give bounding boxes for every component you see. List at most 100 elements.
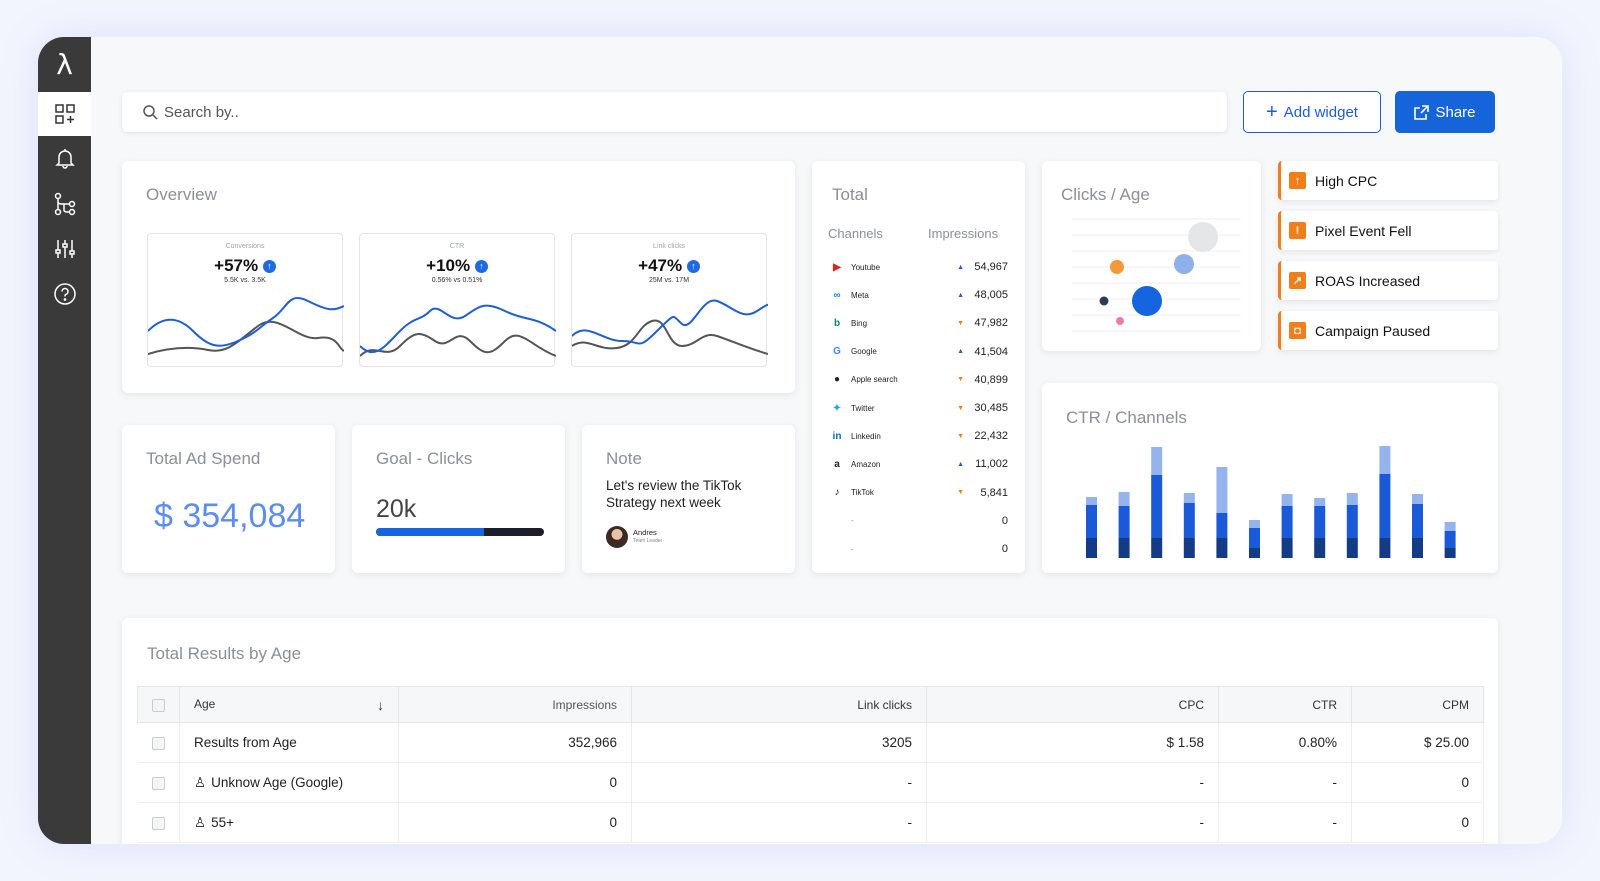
cell-impressions: 0 bbox=[398, 762, 632, 803]
ctr-bar-segment bbox=[1086, 538, 1097, 558]
apple-icon: ● bbox=[833, 374, 841, 386]
alert-pixel-event-fell[interactable]: ! Pixel Event Fell bbox=[1278, 211, 1498, 250]
ctr-bar-segment bbox=[1151, 538, 1163, 558]
channel-impressions: 47,982 bbox=[974, 317, 1008, 330]
cell-link-clicks: - bbox=[631, 762, 927, 803]
channel-row[interactable]: ● Apple search ▼ 40,899 bbox=[830, 371, 1008, 389]
ctr-bar-segment bbox=[1346, 493, 1358, 505]
blank-icon bbox=[830, 542, 844, 556]
sidebar-item-help[interactable] bbox=[38, 272, 91, 316]
ctr-bar-segment bbox=[1151, 447, 1163, 475]
sidebar-item-settings[interactable] bbox=[38, 227, 91, 271]
channel-row[interactable]: -0 bbox=[830, 540, 1008, 558]
metric-sparkline bbox=[572, 299, 768, 355]
ctr-bar-segment bbox=[1379, 538, 1391, 558]
overview-card: Overview Conversions +57% ↑ 5.5K vs. 3.5… bbox=[122, 161, 795, 393]
add-widget-button[interactable]: + Add widget bbox=[1243, 91, 1381, 133]
column-header-cpc[interactable]: CPC bbox=[926, 686, 1219, 723]
ctr-bar-segment bbox=[1314, 506, 1326, 538]
note-card[interactable]: Note Let's review the TikTok Strategy ne… bbox=[582, 425, 795, 573]
channels-header: Channels bbox=[828, 226, 883, 241]
warning-icon: ! bbox=[1289, 222, 1306, 239]
ctr-bar-segment bbox=[1216, 513, 1228, 538]
bubble bbox=[1110, 260, 1124, 274]
channel-row[interactable]: ▶ Youtube ▲ 54,967 bbox=[830, 258, 1008, 276]
channel-row[interactable]: -0 bbox=[830, 512, 1008, 530]
metric-card-conversions[interactable]: Conversions +57% ↑ 5.5K vs. 3.5K bbox=[147, 233, 344, 367]
table-row[interactable]: ♙ 55+ 0 - - - 0 bbox=[137, 802, 1484, 843]
sidebar-item-alerts[interactable] bbox=[38, 136, 91, 180]
channel-row[interactable]: ♪ TikTok ▼ 5,841 bbox=[830, 484, 1009, 502]
trend-down-icon: ▼ bbox=[957, 376, 964, 384]
tiktok-icon: ♪ bbox=[834, 487, 840, 499]
user-icon: ♙ bbox=[194, 774, 207, 790]
goal-progress-bar bbox=[376, 528, 544, 536]
arrow-up-icon: ↑ bbox=[262, 260, 276, 273]
cell-cpm: 0 bbox=[1351, 802, 1484, 843]
row-checkbox[interactable] bbox=[151, 736, 165, 750]
channel-row[interactable]: ∞ Meta ▲ 48,005 bbox=[830, 286, 1008, 304]
ctr-bar-segment bbox=[1086, 497, 1097, 505]
ctr-bar-segment bbox=[1346, 538, 1358, 558]
ctr-bar-segment bbox=[1379, 446, 1391, 474]
table-header-row: Age ↓ Impressions Link clicks CPC CTR CP… bbox=[137, 686, 1484, 723]
overview-title: Overview bbox=[146, 185, 217, 204]
channel-impressions: 41,504 bbox=[974, 345, 1008, 358]
row-checkbox[interactable] bbox=[151, 776, 165, 790]
sort-down-icon[interactable]: ↓ bbox=[377, 696, 384, 713]
search-icon bbox=[143, 105, 158, 120]
cell-cpm: $ 25.00 bbox=[1351, 722, 1484, 763]
channel-row[interactable]: in Linkedin ▼ 22,432 bbox=[830, 427, 1008, 445]
arrow-up-icon: ↑ bbox=[474, 260, 488, 273]
column-header-age[interactable]: Age ↓ bbox=[179, 686, 399, 723]
channel-name: Twitter bbox=[851, 403, 875, 413]
channel-row[interactable]: a Amazon ▲ 11,002 bbox=[830, 455, 1008, 473]
avatar bbox=[606, 526, 628, 548]
channel-row[interactable]: b Bing ▼ 47,982 bbox=[830, 314, 1008, 332]
goal-progress-fill bbox=[376, 528, 484, 536]
ctr-bar-segment bbox=[1249, 528, 1260, 548]
search-bar[interactable] bbox=[122, 92, 1227, 132]
note-title: Note bbox=[606, 449, 642, 468]
select-all-checkbox-cell[interactable] bbox=[137, 686, 180, 723]
metric-label: Link clicks bbox=[653, 243, 685, 250]
impressions-header: Impressions bbox=[928, 226, 999, 241]
channel-row[interactable]: G Google ▲ 41,504 bbox=[830, 343, 1008, 361]
ctr-bar-segment bbox=[1118, 492, 1130, 506]
channel-name: Youtube bbox=[851, 262, 881, 272]
ctr-bar-segment bbox=[1151, 475, 1163, 538]
sidebar-item-dashboard[interactable] bbox=[38, 92, 91, 136]
column-header-cpm[interactable]: CPM bbox=[1351, 686, 1484, 723]
dashboard-icon bbox=[54, 104, 75, 124]
column-header-ctr[interactable]: CTR bbox=[1218, 686, 1352, 723]
metric-label: CTR bbox=[449, 243, 465, 250]
row-checkbox[interactable] bbox=[151, 816, 165, 830]
channel-impressions: 0 bbox=[1001, 543, 1008, 555]
channel-name: Apple search bbox=[851, 375, 898, 385]
sidebar-item-flows[interactable] bbox=[38, 182, 91, 226]
channel-row[interactable]: ✦ Twitter ▼ 30,485 bbox=[830, 399, 1008, 417]
metric-card-link-clicks[interactable]: Link clicks +47% ↑ 25M vs. 17M bbox=[571, 233, 768, 367]
column-header-link-clicks[interactable]: Link clicks bbox=[631, 686, 927, 723]
metric-sparkline bbox=[360, 304, 556, 357]
channel-impressions: 30,485 bbox=[974, 402, 1008, 414]
cell-cpc: $ 1.58 bbox=[926, 722, 1219, 763]
cell-cpc: - bbox=[926, 802, 1219, 843]
table-row[interactable]: Results from Age 352,966 3205 $ 1.58 0.8… bbox=[137, 722, 1484, 763]
alert-campaign-paused[interactable]: ◘ Campaign Paused bbox=[1278, 311, 1498, 350]
ctr-bar-segment bbox=[1444, 531, 1456, 548]
table-row[interactable]: ♙ Unknow Age (Google) 0 - - - 0 bbox=[137, 762, 1484, 803]
total-title: Total bbox=[832, 185, 868, 204]
ctr-bar-segment bbox=[1281, 538, 1293, 558]
select-all-checkbox[interactable] bbox=[152, 698, 165, 712]
app-logo[interactable]: λ bbox=[56, 48, 73, 81]
share-button[interactable]: Share bbox=[1395, 91, 1495, 133]
cell-impressions: 0 bbox=[398, 802, 632, 843]
alert-roas-increased[interactable]: ↗ ROAS Increased bbox=[1278, 261, 1498, 300]
metric-card-ctr[interactable]: CTR +10% ↑ 0.56% vs 0.51% bbox=[359, 233, 556, 367]
column-header-impressions[interactable]: Impressions bbox=[398, 686, 632, 723]
channel-name: Amazon bbox=[851, 459, 881, 469]
cell-cpc: - bbox=[926, 762, 1219, 803]
search-input[interactable] bbox=[164, 103, 764, 121]
alert-high-cpc[interactable]: ↑ High CPC bbox=[1278, 161, 1498, 200]
